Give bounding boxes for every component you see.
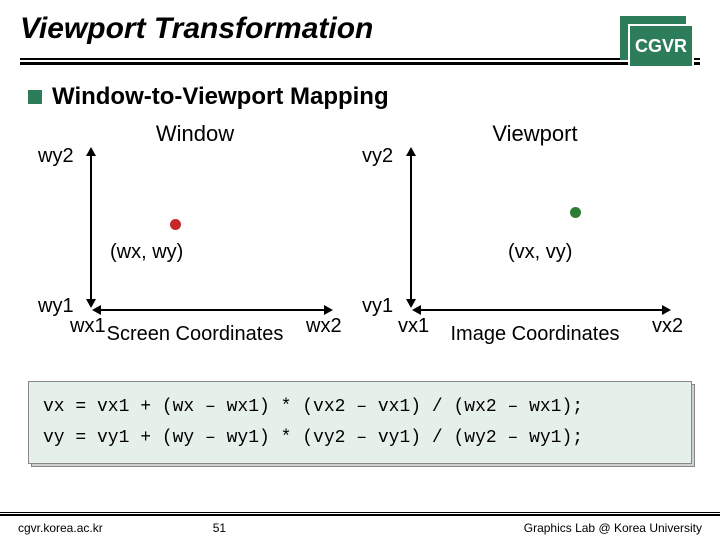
formula-content: vx = vx1 + (wx – wx1) * (vx2 – vx1) / (w… [28, 381, 692, 464]
wy1-label: wy1 [38, 295, 74, 318]
y-axis [90, 155, 92, 303]
wx1-label: wx1 [70, 315, 106, 338]
footer-page-number: 51 [213, 521, 226, 535]
title-underline-thin [20, 58, 700, 60]
viewport-panel: Viewport vy2 vy1 vx1 vx2 (vx, vy) Image … [380, 121, 690, 346]
footer-url: cgvr.korea.ac.kr [18, 521, 103, 535]
formula-line-1: vx = vx1 + (wx – wx1) * (vx2 – vx1) / (w… [43, 392, 677, 423]
page-title: Viewport Transformation [20, 12, 700, 46]
x-axis [98, 309, 328, 311]
viewport-title: Viewport [380, 121, 690, 147]
vy2-label: vy2 [362, 145, 393, 168]
title-underline-thick [20, 62, 700, 65]
viewport-point-dot [570, 207, 581, 218]
viewport-point-label: (vx, vy) [508, 241, 572, 264]
vp-x-arrow-right-icon [662, 305, 671, 315]
logo-box: CGVR [620, 16, 696, 72]
formula-line-2: vy = vy1 + (wy – wy1) * (vy2 – vy1) / (w… [43, 423, 677, 454]
vy1-label: vy1 [362, 295, 393, 318]
window-title: Window [40, 121, 350, 147]
title-bar: Viewport Transformation CGVR [0, 0, 720, 54]
window-axis-box: wy2 wy1 wx1 wx2 (wx, wy) [40, 149, 350, 319]
logo-text: CGVR [628, 24, 694, 68]
vp-y-axis [410, 155, 412, 303]
footer-rule-upper [0, 512, 720, 513]
viewport-axis-box: vy2 vy1 vx1 vx2 (vx, vy) [380, 149, 690, 319]
vp-x-axis [418, 309, 666, 311]
vx2-label: vx2 [652, 315, 683, 338]
vx1-label: vx1 [398, 315, 429, 338]
window-point-label: (wx, wy) [110, 241, 183, 264]
section-heading: Window-to-Viewport Mapping [28, 83, 692, 111]
window-panel: Window wy2 wy1 wx1 wx2 (wx, wy) Screen C… [40, 121, 350, 346]
formula-box: vx = vx1 + (wx – wx1) * (vx2 – vx1) / (w… [28, 381, 692, 464]
bullet-icon [28, 90, 42, 104]
x-arrow-right-icon [324, 305, 333, 315]
diagram-area: Window wy2 wy1 wx1 wx2 (wx, wy) Screen C… [20, 121, 700, 371]
footer-credit: Graphics Lab @ Korea University [524, 521, 702, 535]
wx2-label: wx2 [306, 315, 342, 338]
window-point-dot [170, 219, 181, 230]
footer: cgvr.korea.ac.kr 51 Graphics Lab @ Korea… [0, 514, 720, 540]
wy2-label: wy2 [38, 145, 74, 168]
heading-text: Window-to-Viewport Mapping [52, 83, 389, 111]
